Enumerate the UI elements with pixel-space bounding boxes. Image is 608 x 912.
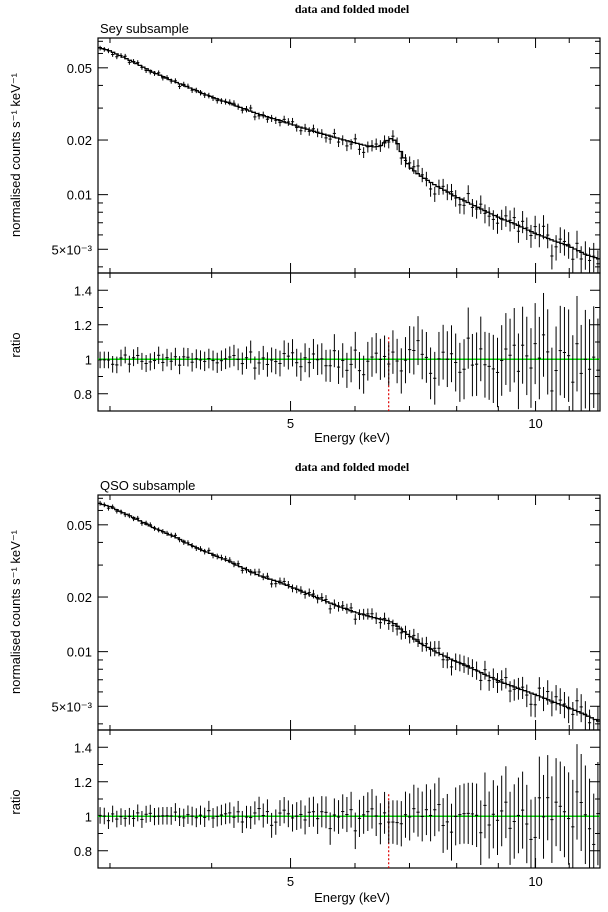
chart-subtitle-sey: Sey subsample — [100, 21, 189, 36]
model-curve — [98, 47, 600, 260]
spectrum-ytick-label: 5×10⁻³ — [52, 242, 93, 257]
xtick-label: 5 — [287, 874, 294, 889]
ratio-ytick-label: 1.2 — [74, 775, 92, 790]
spectrum-ytick-label: 0.01 — [67, 645, 92, 660]
ratio-ytick-label: 1 — [85, 352, 92, 367]
spectrum-ytick-label: 0.02 — [67, 590, 92, 605]
xtick-label: 5 — [287, 416, 294, 431]
ratio-ytick-label: 0.8 — [74, 844, 92, 859]
xlabel-qso: Energy (keV) — [314, 890, 390, 905]
ratio-frame — [97, 272, 601, 412]
chart-title-qso: data and folded model — [295, 460, 410, 474]
xtick-label: 10 — [528, 874, 542, 889]
spectrum-ytick-label: 5×10⁻³ — [52, 699, 93, 714]
panel-1: 0.05 0.02 0.01 5×10⁻³ 1.4 1.2 1 0.8 5 10 — [52, 494, 601, 889]
ratio-ylabel-sey: ratio — [8, 332, 23, 357]
spectrum-ytick-label: 0.02 — [67, 133, 92, 148]
xlabel-sey: Energy (keV) — [314, 430, 390, 445]
spectrum-ytick-label: 0.05 — [67, 61, 92, 76]
ratio-frame — [97, 729, 601, 869]
spectrum-frame — [97, 37, 601, 274]
spectrum-ytick-label: 0.05 — [67, 518, 92, 533]
ratio-ytick-label: 1.4 — [74, 740, 92, 755]
ratio-ylabel-qso: ratio — [8, 789, 23, 814]
chart-subtitle-qso: QSO subsample — [100, 478, 195, 493]
model-curve — [98, 502, 600, 722]
ratio-ytick-label: 1.2 — [74, 318, 92, 333]
spectrum-ylabel-sey: normalised counts s⁻¹ keV⁻¹ — [8, 72, 23, 237]
spectrum-frame — [97, 494, 601, 731]
ratio-ytick-label: 1 — [85, 809, 92, 824]
spectrum-ylabel-qso: normalised counts s⁻¹ keV⁻¹ — [8, 529, 23, 694]
ratio-ytick-label: 1.4 — [74, 283, 92, 298]
xtick-label: 10 — [528, 416, 542, 431]
panel-0: 0.05 0.02 0.01 5×10⁻³ 1.4 1.2 1 0.8 5 10 — [52, 37, 601, 431]
chart-title-sey: data and folded model — [295, 2, 410, 16]
spectrum-ytick-label: 0.01 — [67, 188, 92, 203]
ratio-ytick-label: 0.8 — [74, 387, 92, 402]
